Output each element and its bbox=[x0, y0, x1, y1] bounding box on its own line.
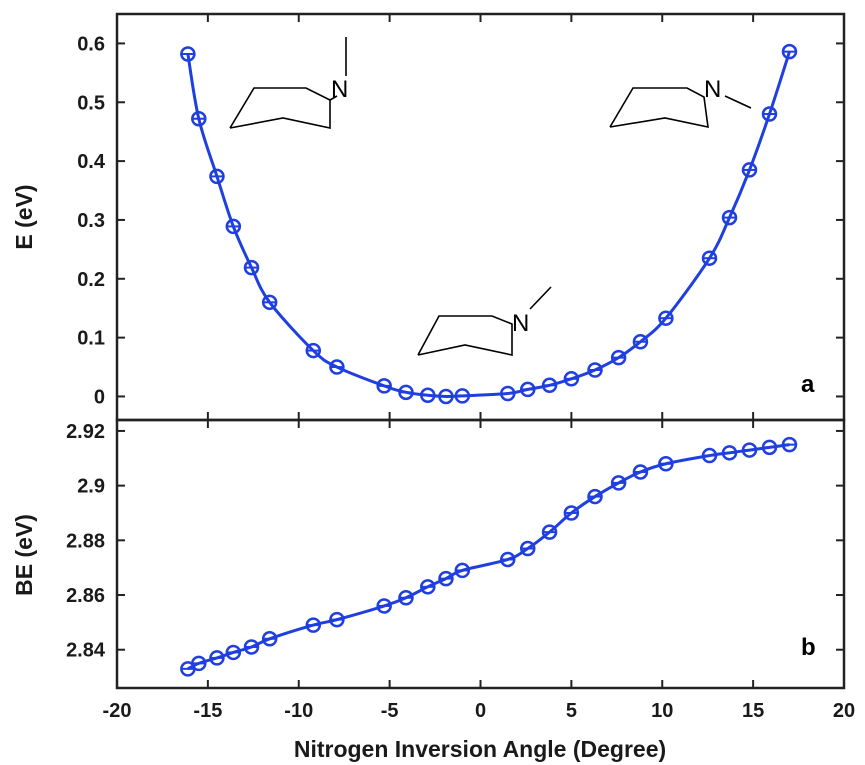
data-point-a-19 bbox=[632, 333, 649, 350]
data-point-a-12 bbox=[454, 388, 471, 404]
ytick-label-a-4: 0.4 bbox=[77, 151, 106, 173]
data-point-b-19 bbox=[632, 464, 649, 480]
data-point-b-25 bbox=[781, 436, 798, 453]
data-point-b-20 bbox=[658, 456, 674, 472]
data-point-a-6 bbox=[305, 342, 322, 359]
data-point-b-3 bbox=[225, 644, 242, 661]
data-point-b-8 bbox=[376, 598, 392, 614]
panel-label-b: b bbox=[801, 634, 816, 661]
data-point-b-5 bbox=[261, 631, 278, 647]
data-point-a-9 bbox=[398, 384, 414, 401]
data-point-b-13 bbox=[500, 551, 516, 568]
data-point-a-18 bbox=[610, 349, 627, 366]
molecule-structure-right bbox=[609, 87, 752, 129]
data-point-b-17 bbox=[587, 488, 603, 505]
data-point-a-2 bbox=[209, 168, 225, 185]
data-point-b-21 bbox=[701, 447, 718, 464]
data-point-a-4 bbox=[243, 259, 260, 276]
series-line-b bbox=[187, 443, 790, 671]
data-point-b-15 bbox=[541, 524, 558, 540]
ytick-label-a-1: 0.1 bbox=[77, 328, 105, 350]
data-point-a-10 bbox=[420, 387, 436, 404]
axis-ticks: 0 0.1 0.2 0.3 0.4 0.5 0.6 2.84 2.86 2.88 2.9 2.92 -2… bbox=[66, 14, 855, 722]
data-point-b-9 bbox=[398, 590, 414, 606]
ytick-label-b-1: 2.86 bbox=[66, 585, 105, 607]
ytick-label-b-4: 2.92 bbox=[66, 421, 105, 443]
data-point-a-16 bbox=[563, 371, 580, 387]
data-point-b-22 bbox=[721, 445, 738, 461]
xtick-label-8: 20 bbox=[833, 700, 855, 722]
data-point-b-2 bbox=[209, 650, 225, 666]
panel-b-marks bbox=[180, 436, 798, 677]
data-point-b-23 bbox=[741, 442, 758, 458]
data-point-a-14 bbox=[520, 381, 536, 398]
ytick-label-a-0: 0 bbox=[94, 386, 105, 408]
data-point-a-3 bbox=[225, 218, 242, 235]
data-point-b-24 bbox=[761, 439, 778, 456]
y-axis-title-a: E (eV) bbox=[11, 184, 37, 249]
data-point-a-15 bbox=[541, 377, 558, 394]
data-point-b-18 bbox=[610, 475, 627, 491]
ytick-label-b-0: 2.84 bbox=[66, 640, 106, 662]
data-point-a-22 bbox=[721, 209, 738, 226]
data-point-b-1 bbox=[191, 655, 207, 672]
xtick-label-0: -20 bbox=[103, 700, 132, 722]
data-point-b-11 bbox=[438, 570, 454, 587]
data-point-a-13 bbox=[500, 385, 516, 402]
data-point-a-7 bbox=[329, 359, 345, 375]
x-axis-title: Nitrogen Inversion Angle (Degree) bbox=[294, 736, 666, 762]
data-point-b-7 bbox=[329, 611, 345, 628]
data-point-b-14 bbox=[520, 540, 536, 557]
ytick-label-a-5: 0.5 bbox=[77, 92, 105, 114]
xtick-label-1: -15 bbox=[193, 700, 222, 722]
data-point-a-8 bbox=[376, 378, 392, 394]
panel-a-marks bbox=[180, 43, 798, 405]
ytick-label-b-3: 2.9 bbox=[77, 476, 105, 498]
molecule-structure-left bbox=[229, 37, 347, 129]
data-point-b-16 bbox=[563, 505, 580, 521]
ytick-label-a-3: 0.3 bbox=[77, 210, 105, 232]
ytick-label-a-2: 0.2 bbox=[77, 269, 105, 291]
data-point-a-11 bbox=[438, 388, 454, 405]
molecule-right-nitrogen: N bbox=[704, 76, 721, 103]
y-axis-title-b: BE (eV) bbox=[11, 514, 37, 596]
panel-b-frame bbox=[115, 418, 846, 690]
xtick-label-7: 15 bbox=[742, 700, 764, 722]
xtick-label-4: 0 bbox=[475, 700, 486, 722]
xtick-label-6: 10 bbox=[651, 700, 673, 722]
data-point-a-24 bbox=[761, 106, 778, 122]
data-point-a-5 bbox=[261, 294, 278, 311]
data-point-a-1 bbox=[191, 110, 207, 127]
series-line-a bbox=[186, 51, 791, 398]
data-point-b-6 bbox=[305, 617, 322, 633]
molecule-left-nitrogen: N bbox=[331, 76, 348, 103]
data-point-b-4 bbox=[243, 639, 260, 655]
xtick-label-2: -10 bbox=[284, 700, 313, 722]
data-point-a-25 bbox=[781, 43, 798, 60]
data-point-a-20 bbox=[658, 310, 674, 326]
data-point-b-12 bbox=[454, 562, 471, 579]
panel-label-a: a bbox=[801, 371, 815, 398]
ytick-label-a-6: 0.6 bbox=[77, 33, 105, 55]
xtick-label-5: 5 bbox=[566, 700, 577, 722]
xtick-label-3: -5 bbox=[381, 700, 399, 722]
data-point-b-10 bbox=[420, 579, 436, 595]
molecule-structure-middle bbox=[417, 286, 552, 356]
ytick-label-b-2: 2.88 bbox=[66, 530, 105, 552]
molecule-middle-nitrogen: N bbox=[512, 310, 529, 337]
data-point-a-21 bbox=[701, 250, 718, 266]
data-point-a-0 bbox=[180, 46, 196, 62]
data-point-a-17 bbox=[587, 362, 603, 378]
data-point-a-23 bbox=[741, 162, 758, 178]
